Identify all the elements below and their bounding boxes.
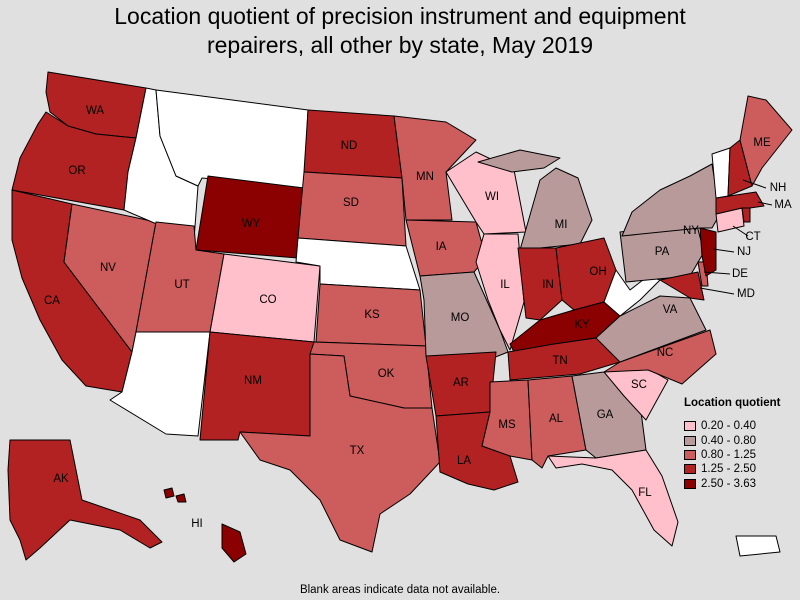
legend-swatch [684, 435, 696, 446]
state-label-nh: NH [770, 182, 787, 194]
state-label-pa: PA [655, 246, 670, 258]
state-label-nc: NC [657, 347, 674, 359]
state-mo [419, 271, 509, 361]
state-label-ok: OK [378, 368, 395, 380]
state-label-tx: TX [350, 445, 365, 457]
state-hi-part [221, 523, 247, 563]
state-label-nm: NM [244, 375, 262, 387]
state-label-sd: SD [343, 197, 359, 209]
state-ri [741, 207, 751, 223]
state-label-ut: UT [174, 279, 189, 291]
state-va [595, 295, 707, 363]
state-label-wa: WA [86, 105, 104, 117]
legend-item: 0.40 - 0.80 [684, 433, 796, 447]
legend-title: Location quotient [684, 397, 781, 409]
state-in [517, 247, 563, 321]
state-label-wy: WY [242, 218, 261, 230]
state-nc [603, 329, 717, 385]
state-label-ar: AR [453, 377, 469, 389]
legend-swatch [684, 421, 696, 432]
legend-swatch [684, 464, 696, 475]
state-label-in: IN [542, 279, 554, 291]
state-label-ca: CA [44, 295, 60, 307]
state-mi-part [477, 149, 561, 173]
legend-swatch [684, 449, 696, 460]
state-mn [393, 115, 477, 221]
state-label-oh: OH [589, 266, 606, 278]
state-label-nd: ND [341, 140, 358, 152]
state-label-hi: HI [191, 518, 203, 530]
state-label-va: VA [663, 304, 678, 316]
state-tx [239, 353, 441, 553]
state-label-md: MD [737, 288, 755, 300]
state-label-ia: IA [436, 241, 447, 253]
leader-line-nh [742, 179, 767, 189]
state-hi-part [175, 493, 187, 503]
state-mi [519, 167, 593, 251]
state-label-ct: CT [745, 231, 760, 243]
state-label-fl: FL [638, 487, 652, 499]
state-label-nv: NV [100, 262, 116, 274]
leader-line-nj [712, 248, 735, 253]
state-label-mi: MI [555, 219, 568, 231]
state-label-ks: KS [364, 309, 380, 321]
state-label-il: IL [500, 279, 510, 291]
legend-item: 0.80 - 1.25 [684, 448, 796, 462]
state-label-mn: MN [416, 171, 434, 183]
state-label-al: AL [549, 413, 564, 425]
state-label-tn: TN [552, 355, 567, 367]
legend-label: 0.20 - 0.40 [701, 420, 756, 433]
state-label-nj: NJ [737, 246, 751, 258]
state-label-co: CO [259, 294, 276, 306]
state-wy [195, 175, 305, 259]
state-md [659, 271, 705, 301]
state-ak [7, 439, 163, 561]
state-label-de: DE [732, 268, 748, 280]
state-ma [715, 191, 765, 215]
legend: Location quotient 0.20 - 0.40 0.40 - 0.80… [684, 397, 796, 491]
state-label-ma: MA [774, 199, 792, 211]
leader-line-ct [732, 225, 749, 237]
map-title: Location quotient of precision instrumen… [0, 2, 800, 60]
state-ny [621, 163, 721, 237]
map-title-line-2: repairers, all other by state, May 2019 [206, 32, 594, 58]
state-label-ky: KY [574, 319, 590, 331]
state-mt [155, 89, 309, 189]
legend-item: 1.25 - 2.50 [684, 462, 796, 476]
state-pr [735, 535, 781, 557]
state-hi-part [163, 487, 175, 499]
state-label-sc: SC [631, 379, 647, 391]
state-label-ga: GA [597, 409, 614, 421]
footnote: Blank areas indicate data not available. [299, 584, 501, 596]
legend-label: 2.50 - 3.63 [701, 477, 756, 490]
state-label-ms: MS [498, 419, 516, 431]
leader-line-de [703, 271, 731, 275]
legend-swatch [684, 478, 696, 489]
legend-item: 2.50 - 3.63 [684, 477, 796, 491]
map-title-line-1: Location quotient of precision instrumen… [114, 3, 686, 29]
legend-item: 0.20 - 0.40 [684, 419, 796, 433]
state-label-me: ME [753, 137, 771, 149]
state-fl [547, 449, 679, 547]
state-label-mo: MO [451, 312, 470, 324]
state-label-la: LA [457, 455, 471, 467]
state-me [739, 95, 793, 187]
state-il [475, 233, 525, 351]
leader-line-ma [757, 201, 773, 206]
state-label-or: OR [68, 165, 85, 177]
legend-label: 0.80 - 1.25 [701, 448, 756, 461]
state-label-ak: AK [53, 473, 69, 485]
state-label-ny: NY [683, 225, 699, 237]
state-label-wi: WI [485, 191, 499, 203]
legend-label: 0.40 - 0.80 [701, 434, 756, 447]
leader-line-md [699, 287, 735, 295]
legend-label: 1.25 - 2.50 [701, 463, 756, 476]
